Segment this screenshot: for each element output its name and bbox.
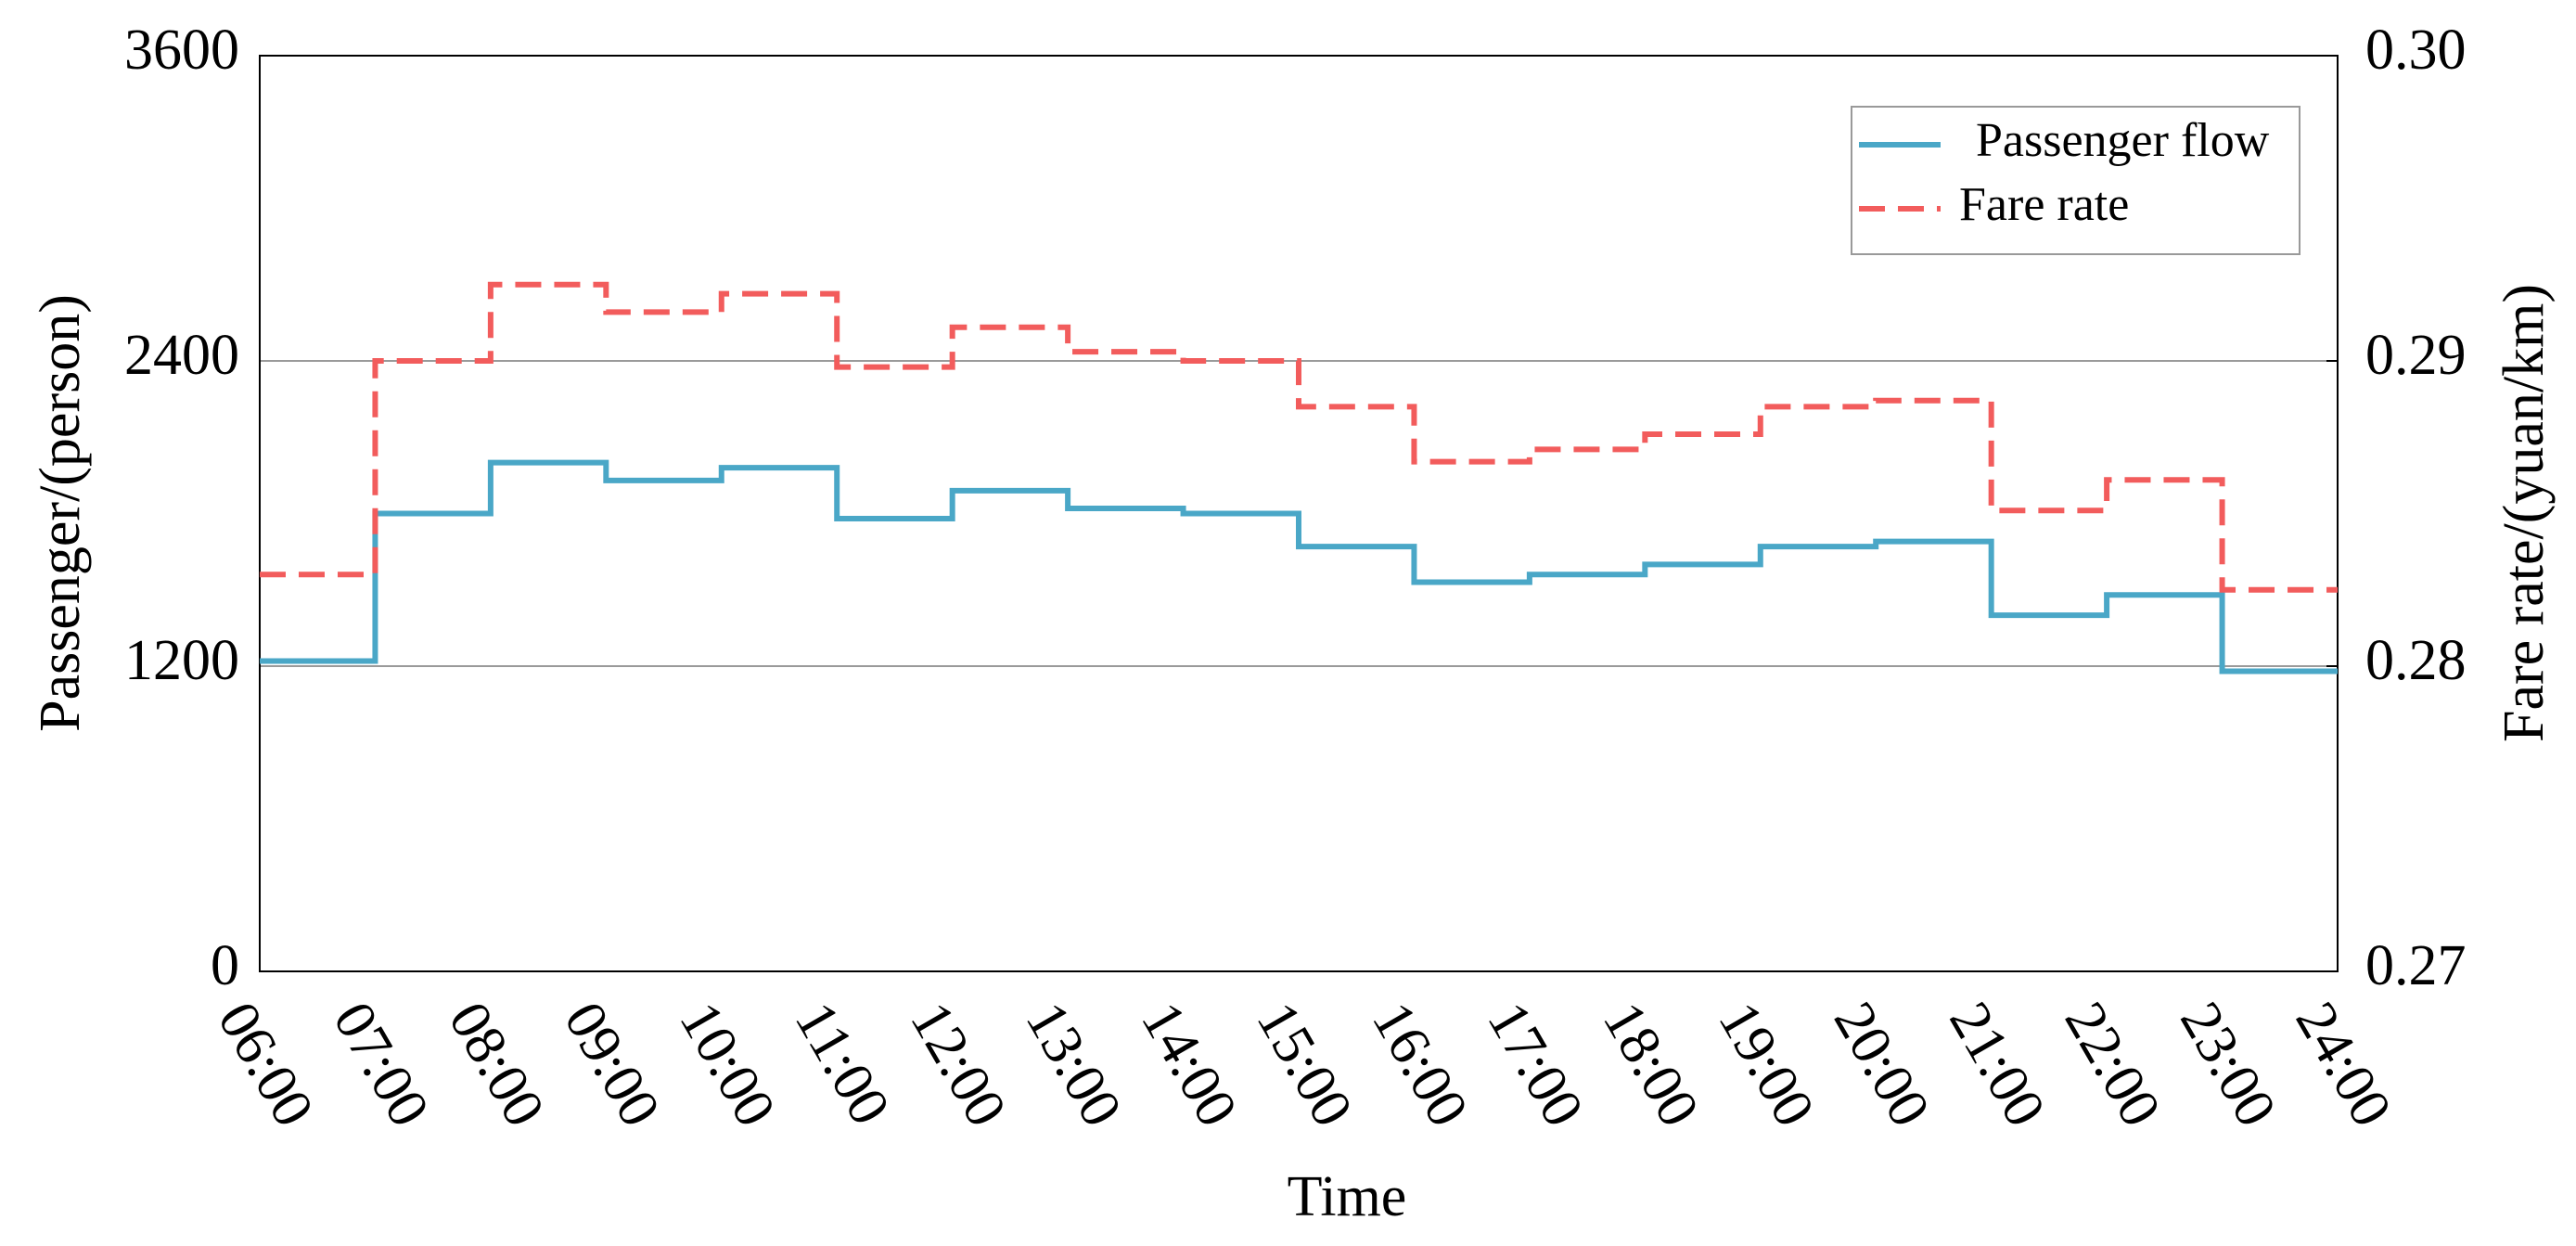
y-tick-label: 2400 <box>124 324 239 387</box>
x-tick-label: 23:00 <box>2168 992 2288 1137</box>
y2-tick-label: 0.28 <box>2365 629 2467 692</box>
y2-tick-label: 0.30 <box>2365 19 2467 82</box>
x-tick-label: 20:00 <box>1822 992 1942 1137</box>
x-tick-label: 07:00 <box>321 992 442 1137</box>
y-tick-label: 1200 <box>124 629 239 692</box>
x-tick-label: 21:00 <box>1937 992 2057 1137</box>
legend-box <box>1851 106 2300 255</box>
x-axis-label: Time <box>1288 1165 1407 1228</box>
plot-frame <box>259 55 2339 972</box>
x-tick-label: 17:00 <box>1475 992 1596 1137</box>
y-tick-label: 0 <box>211 934 239 997</box>
x-tick-label: 12:00 <box>898 992 1019 1137</box>
y-axis-label: Passenger/(person) <box>29 294 92 732</box>
x-tick-label: 24:00 <box>2284 992 2404 1137</box>
y-tick-label: 3600 <box>124 19 239 82</box>
x-tick-label: 11:00 <box>783 992 902 1135</box>
y2-tick-label: 0.29 <box>2365 324 2467 387</box>
y2-tick-label: 0.27 <box>2365 934 2467 997</box>
x-tick-label: 08:00 <box>436 992 557 1137</box>
y2-axis-label: Fare rate/(yuan/km) <box>2493 284 2556 742</box>
x-tick-label: 18:00 <box>1591 992 1711 1137</box>
x-tick-label: 15:00 <box>1245 992 1365 1137</box>
legend-label: Passenger flow <box>1976 114 2270 167</box>
x-tick-label: 13:00 <box>1014 992 1134 1137</box>
x-tick-label: 14:00 <box>1129 992 1250 1137</box>
x-tick-label: 22:00 <box>2053 992 2173 1137</box>
step-line <box>260 459 2338 674</box>
legend-label: Fare rate <box>1959 178 2129 231</box>
step-line <box>260 281 2338 593</box>
x-tick-label: 09:00 <box>552 992 673 1137</box>
x-tick-label: 06:00 <box>206 992 327 1137</box>
x-tick-label: 19:00 <box>1706 992 1826 1137</box>
x-tick-label: 10:00 <box>667 992 788 1137</box>
x-tick-label: 16:00 <box>1360 992 1480 1137</box>
